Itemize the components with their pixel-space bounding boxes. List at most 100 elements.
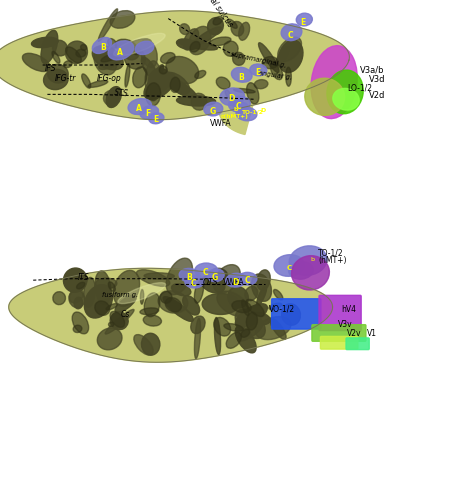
Text: OTS: OTS xyxy=(202,278,218,286)
Ellipse shape xyxy=(159,67,167,75)
Text: central sulcus: central sulcus xyxy=(197,0,235,29)
Ellipse shape xyxy=(252,274,272,302)
Ellipse shape xyxy=(77,283,85,289)
Ellipse shape xyxy=(88,81,108,88)
Ellipse shape xyxy=(211,268,228,280)
Ellipse shape xyxy=(235,326,256,353)
Text: c(hMT+): c(hMT+) xyxy=(221,114,248,119)
Ellipse shape xyxy=(226,274,246,287)
Ellipse shape xyxy=(281,25,302,41)
Ellipse shape xyxy=(245,287,258,301)
Ellipse shape xyxy=(217,291,249,317)
Ellipse shape xyxy=(172,285,191,296)
Text: IFG-op: IFG-op xyxy=(97,74,122,82)
Polygon shape xyxy=(0,12,349,121)
Ellipse shape xyxy=(166,57,199,84)
Ellipse shape xyxy=(98,10,118,42)
Text: ITS: ITS xyxy=(78,272,90,281)
Ellipse shape xyxy=(223,42,238,57)
Text: angular g.: angular g. xyxy=(258,69,293,80)
Ellipse shape xyxy=(333,89,359,111)
Text: D: D xyxy=(260,108,265,113)
Polygon shape xyxy=(9,269,333,363)
Ellipse shape xyxy=(106,304,117,310)
Ellipse shape xyxy=(108,42,134,61)
Text: TO-1/2: TO-1/2 xyxy=(242,110,264,115)
Ellipse shape xyxy=(201,276,225,293)
Ellipse shape xyxy=(109,323,114,327)
Ellipse shape xyxy=(191,316,205,334)
Ellipse shape xyxy=(228,97,250,113)
Ellipse shape xyxy=(94,46,117,76)
Ellipse shape xyxy=(144,73,175,100)
Ellipse shape xyxy=(231,22,244,37)
Ellipse shape xyxy=(327,71,363,115)
Polygon shape xyxy=(219,91,257,135)
Text: E: E xyxy=(255,68,260,77)
Ellipse shape xyxy=(64,268,87,293)
Ellipse shape xyxy=(242,300,249,316)
Ellipse shape xyxy=(113,271,140,306)
Text: G: G xyxy=(212,273,219,282)
FancyBboxPatch shape xyxy=(320,337,358,349)
Ellipse shape xyxy=(97,328,122,350)
Ellipse shape xyxy=(84,278,95,307)
Ellipse shape xyxy=(292,256,329,290)
Ellipse shape xyxy=(275,48,289,67)
Text: hV4: hV4 xyxy=(341,305,356,313)
Text: V2d: V2d xyxy=(369,91,385,100)
Ellipse shape xyxy=(250,313,270,325)
Ellipse shape xyxy=(255,317,291,340)
Ellipse shape xyxy=(134,335,153,355)
Ellipse shape xyxy=(22,54,50,72)
Text: fusiform g.: fusiform g. xyxy=(102,292,138,298)
Ellipse shape xyxy=(103,91,118,106)
Ellipse shape xyxy=(179,269,200,283)
Ellipse shape xyxy=(69,289,83,304)
Text: C: C xyxy=(191,279,197,287)
Ellipse shape xyxy=(182,296,200,315)
Ellipse shape xyxy=(148,69,170,93)
Ellipse shape xyxy=(289,262,313,280)
Text: C: C xyxy=(288,31,293,40)
Ellipse shape xyxy=(141,334,160,355)
Ellipse shape xyxy=(144,293,160,317)
Text: b: b xyxy=(310,256,314,261)
Ellipse shape xyxy=(224,324,243,331)
Ellipse shape xyxy=(137,270,170,287)
Text: V3d: V3d xyxy=(369,75,385,84)
Ellipse shape xyxy=(195,71,206,79)
Ellipse shape xyxy=(262,58,278,70)
Ellipse shape xyxy=(241,329,250,338)
Text: C: C xyxy=(287,264,292,270)
Ellipse shape xyxy=(270,62,283,81)
Ellipse shape xyxy=(118,40,151,57)
Ellipse shape xyxy=(213,265,240,293)
Ellipse shape xyxy=(92,39,111,54)
Ellipse shape xyxy=(214,318,220,355)
Ellipse shape xyxy=(204,103,223,117)
Ellipse shape xyxy=(163,297,193,322)
Ellipse shape xyxy=(274,255,304,277)
Ellipse shape xyxy=(158,291,188,313)
Ellipse shape xyxy=(279,41,303,73)
Ellipse shape xyxy=(170,78,180,93)
Ellipse shape xyxy=(165,298,182,312)
Text: D: D xyxy=(228,94,235,103)
Ellipse shape xyxy=(176,40,197,50)
Ellipse shape xyxy=(81,45,87,51)
Ellipse shape xyxy=(145,61,162,102)
Ellipse shape xyxy=(269,304,282,310)
Ellipse shape xyxy=(286,68,292,87)
Ellipse shape xyxy=(124,48,145,70)
FancyBboxPatch shape xyxy=(312,325,366,342)
Ellipse shape xyxy=(53,41,67,57)
Ellipse shape xyxy=(189,27,211,56)
Ellipse shape xyxy=(246,300,264,317)
FancyBboxPatch shape xyxy=(319,296,361,331)
Ellipse shape xyxy=(84,285,112,318)
Ellipse shape xyxy=(237,323,263,342)
Ellipse shape xyxy=(270,319,286,340)
Text: IFS: IFS xyxy=(45,64,56,73)
Ellipse shape xyxy=(220,89,245,106)
